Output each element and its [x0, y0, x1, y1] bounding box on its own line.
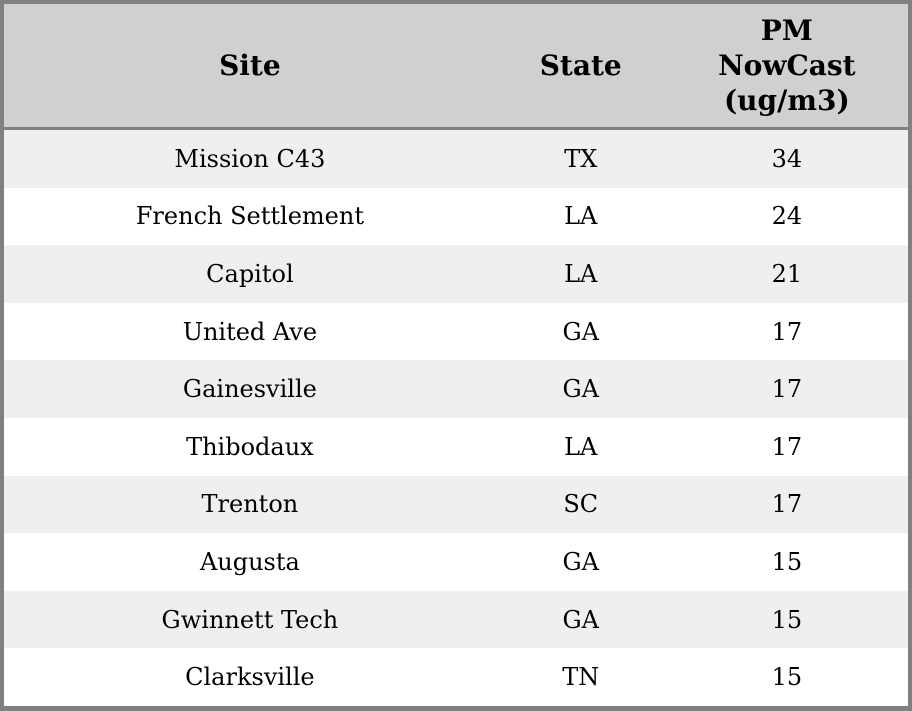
table-header-row: Site State PM NowCast (ug/m3)	[4, 4, 908, 130]
table-row: French Settlement LA 24	[4, 187, 908, 246]
site-cell: Augusta	[199, 547, 300, 576]
site-cell: Gainesville	[182, 375, 317, 404]
table-row: Thibodaux LA 17	[4, 417, 908, 476]
table-row: Capitol LA 21	[4, 245, 908, 303]
site-cell: Trenton	[201, 490, 299, 519]
table-row: Augusta GA 15	[4, 533, 908, 591]
column-header-state-label: State	[539, 49, 622, 82]
state-cell: TN	[562, 663, 600, 692]
table-row: Gwinnett Tech GA 15	[4, 590, 908, 649]
site-cell: Clarksville	[185, 663, 315, 692]
state-cell: LA	[564, 432, 598, 461]
pm-nowcast-cell: 15	[771, 605, 803, 634]
state-cell: SC	[563, 490, 599, 519]
table-row: Mission C43 TX 34	[4, 130, 908, 188]
state-cell: LA	[564, 259, 598, 288]
pm-nowcast-cell: 15	[771, 663, 803, 692]
state-cell: GA	[562, 317, 599, 346]
table-row: Gainesville GA 17	[4, 360, 908, 418]
site-cell: United Ave	[182, 317, 318, 346]
column-header-pm-nowcast-label: PM NowCast (ug/m3)	[718, 14, 856, 117]
site-cell: Gwinnett Tech	[161, 605, 339, 634]
column-header-pm-nowcast: PM NowCast (ug/m3)	[666, 4, 908, 127]
pm-nowcast-cell: 17	[771, 490, 803, 519]
table-row: United Ave GA 17	[4, 302, 908, 361]
pm-nowcast-cell: 17	[771, 317, 803, 346]
state-cell: LA	[564, 202, 598, 231]
column-header-site: Site	[4, 4, 496, 127]
site-cell: Thibodaux	[186, 432, 314, 461]
table-row: Trenton SC 17	[4, 475, 908, 534]
pm-nowcast-cell: 34	[771, 144, 803, 173]
site-cell: French Settlement	[135, 202, 364, 231]
pm-nowcast-cell: 21	[771, 259, 803, 288]
pm-nowcast-cell: 17	[771, 375, 803, 404]
site-cell: Mission C43	[174, 144, 326, 173]
pm-nowcast-cell: 15	[771, 547, 803, 576]
state-cell: GA	[562, 375, 599, 404]
pm-nowcast-cell: 24	[771, 202, 803, 231]
site-cell: Capitol	[206, 259, 294, 288]
state-cell: GA	[562, 547, 599, 576]
state-cell: GA	[562, 605, 599, 634]
table-row: Clarksville TN 15	[4, 648, 908, 706]
state-cell: TX	[564, 144, 598, 173]
column-header-state: State	[496, 4, 666, 127]
column-header-site-label: Site	[219, 49, 281, 82]
pm-nowcast-cell: 17	[771, 432, 803, 461]
